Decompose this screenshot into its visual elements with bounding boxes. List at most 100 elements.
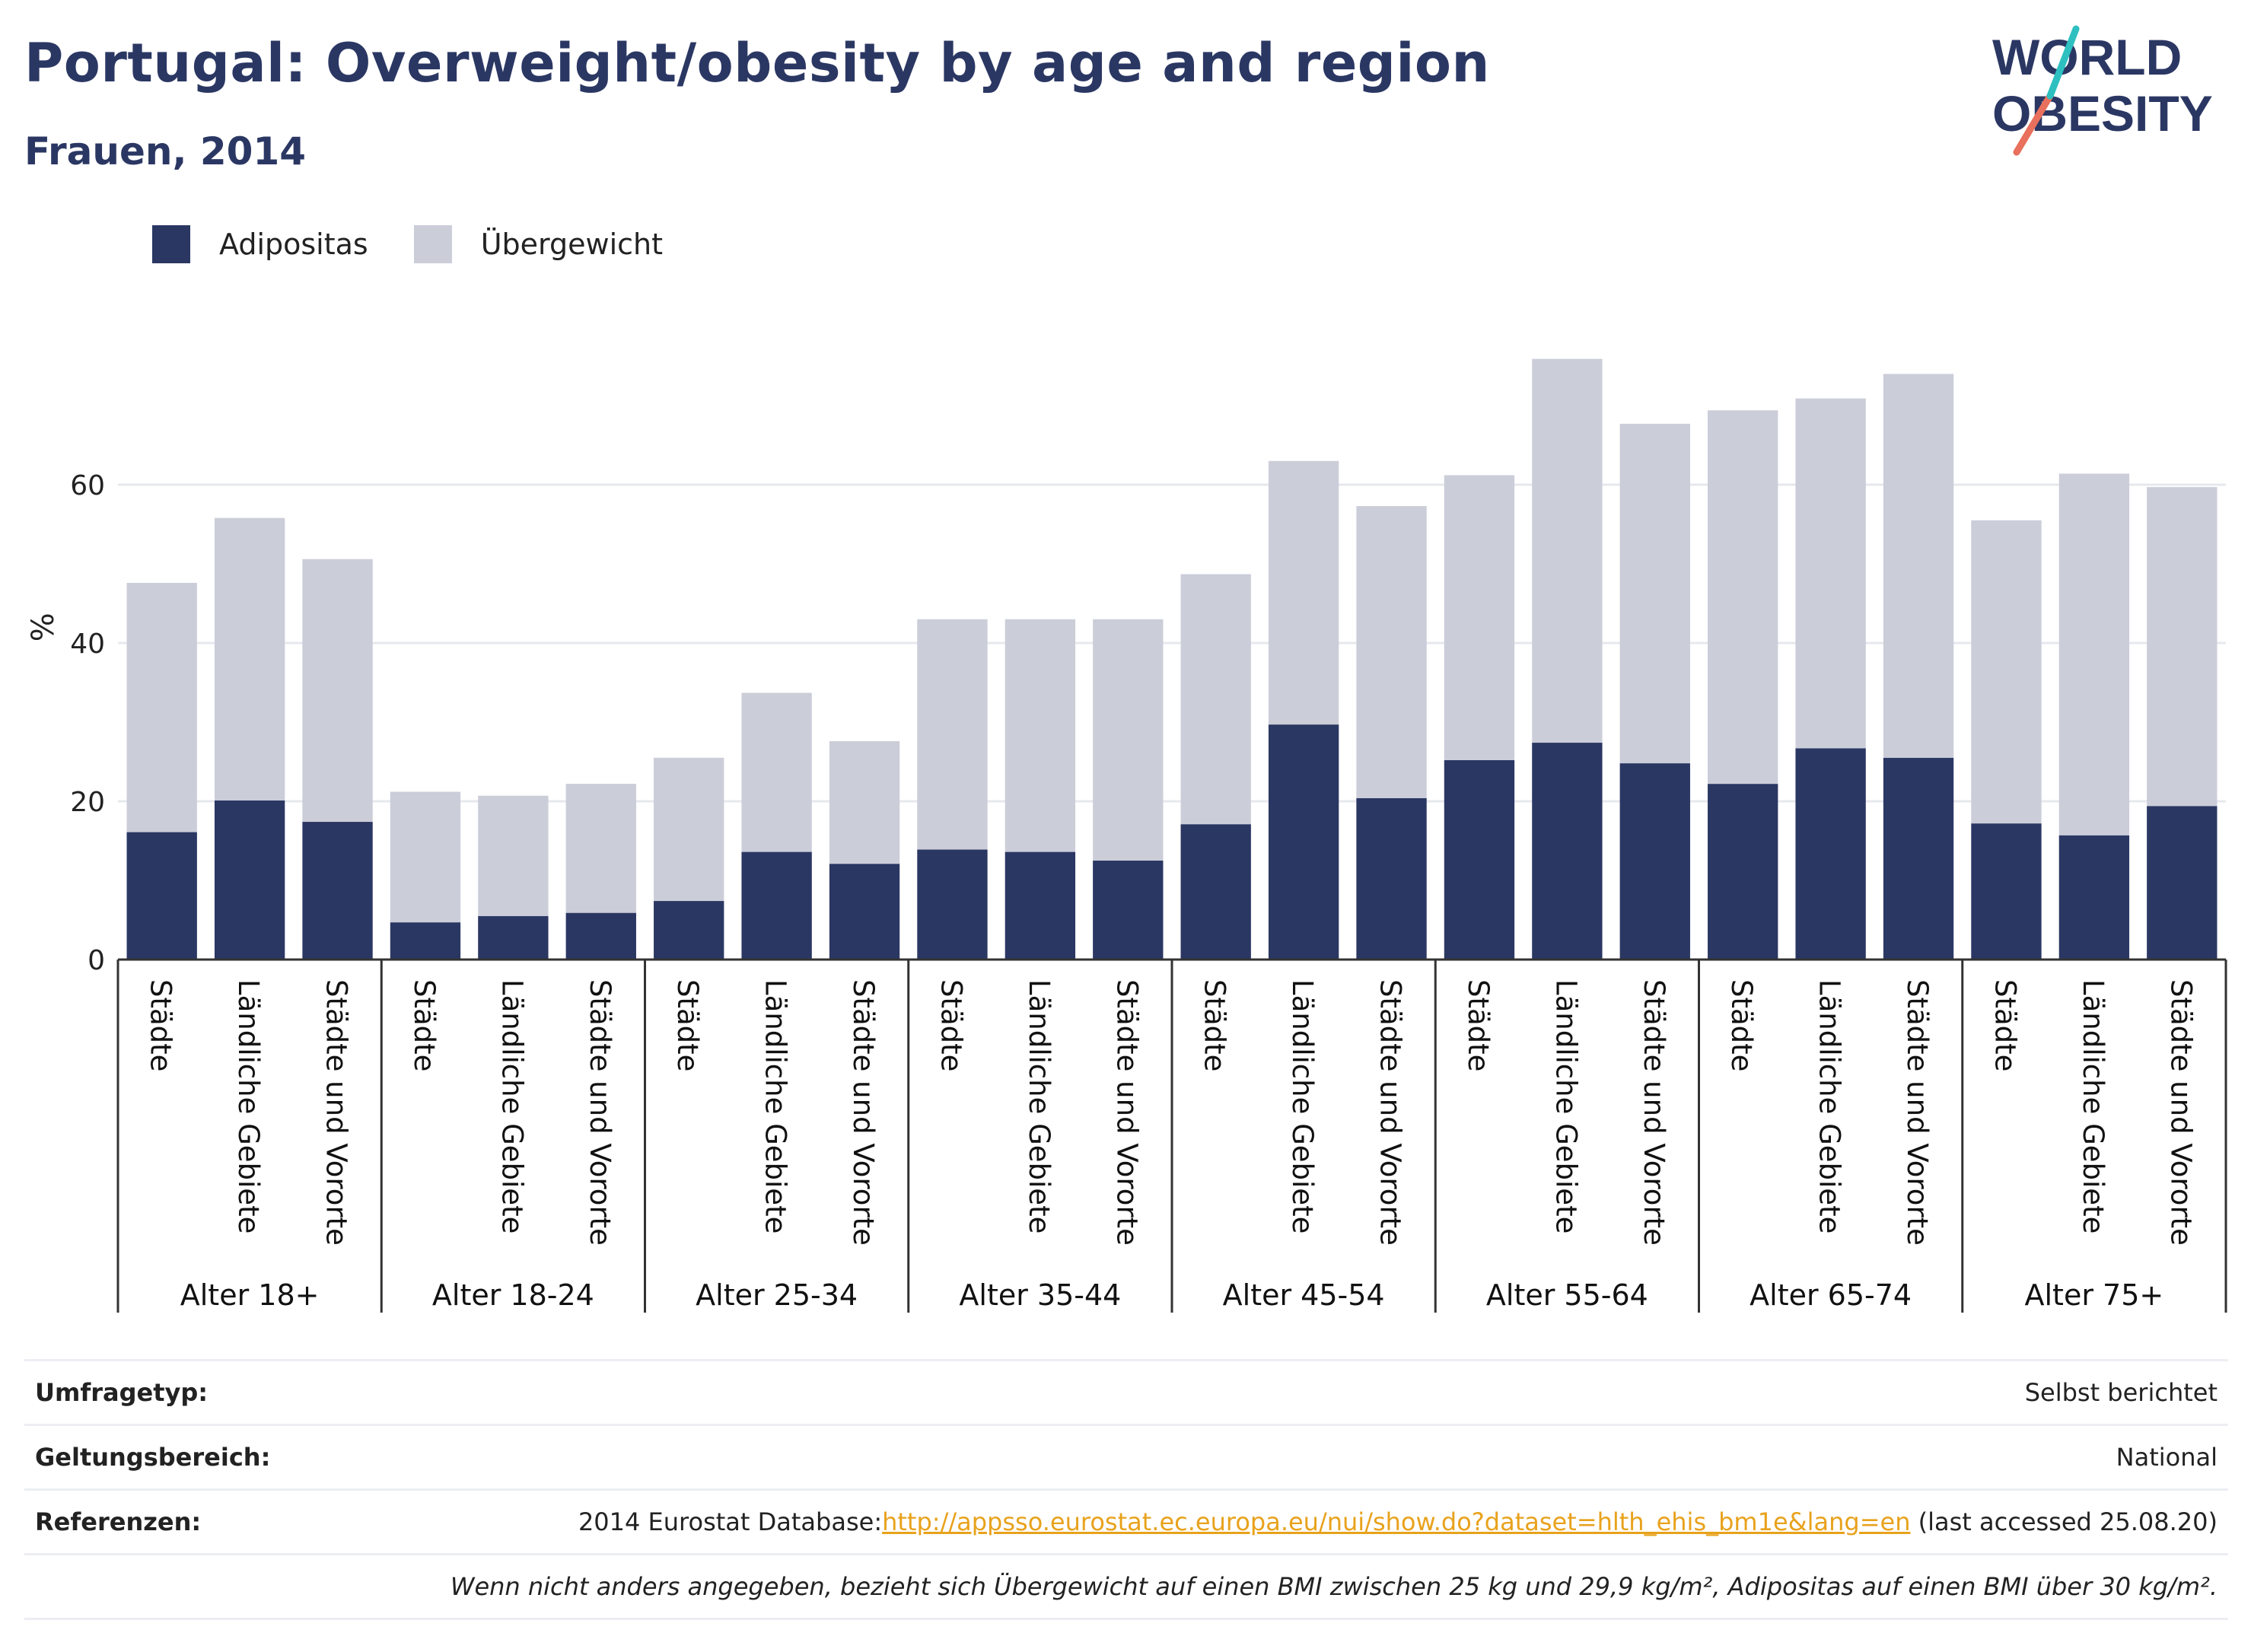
bar-uebergewicht xyxy=(917,619,988,850)
x-tick-label: Städte xyxy=(145,979,177,1071)
x-tick-label: Städte und Vororte xyxy=(1638,979,1670,1246)
bar-adipositas xyxy=(2147,806,2218,960)
bar-uebergewicht xyxy=(1444,475,1515,760)
x-tick-label: Städte xyxy=(671,979,704,1071)
bar-uebergewicht xyxy=(1532,358,1603,743)
x-tick-label: Städte xyxy=(1988,979,2021,1071)
bar-adipositas xyxy=(1005,851,1076,960)
bar-adipositas xyxy=(917,849,988,960)
legend-label-adipositas: Adipositas xyxy=(219,228,368,261)
x-tick-label: Städte xyxy=(1462,979,1495,1071)
group-label: Alter 55-64 xyxy=(1486,1278,1648,1312)
bar-uebergewicht xyxy=(2147,487,2218,807)
x-tick-label: Ländliche Gebiete xyxy=(232,979,265,1233)
scope-value: National xyxy=(2116,1443,2218,1472)
bar-adipositas xyxy=(1093,861,1164,960)
x-tick-label: Ländliche Gebiete xyxy=(1813,979,1846,1233)
chart-subtitle: Frauen, 2014 xyxy=(24,129,307,173)
footer-row-note: Wenn nicht anders angegeben, bezieht sic… xyxy=(24,1553,2228,1620)
bar-adipositas xyxy=(478,915,549,960)
x-tick-label: Ländliche Gebiete xyxy=(2077,979,2109,1233)
chart-legend: Adipositas Übergewicht xyxy=(152,225,708,263)
world-obesity-logo: WORLD OBESITY xyxy=(1992,25,2213,156)
legend-item-adipositas: Adipositas xyxy=(152,225,368,263)
bar-uebergewicht xyxy=(1356,506,1427,798)
survey-type-label: Umfragetyp: xyxy=(35,1378,209,1407)
bar-uebergewicht xyxy=(1619,423,1690,764)
x-tick-label: Ländliche Gebiete xyxy=(1023,979,1055,1233)
bar-uebergewicht xyxy=(565,784,636,913)
bar-uebergewicht xyxy=(1180,574,1251,825)
x-tick-label: Städte xyxy=(1725,979,1758,1071)
x-tick-label: Städte und Vororte xyxy=(1110,979,1143,1246)
x-tick-label: Städte und Vororte xyxy=(320,979,353,1246)
bar-uebergewicht xyxy=(302,559,373,823)
y-tick-label: 20 xyxy=(70,787,105,818)
group-label: Alter 18+ xyxy=(180,1278,320,1312)
group-label: Alter 45-54 xyxy=(1223,1278,1385,1312)
bar-uebergewicht xyxy=(126,582,197,832)
footer-table: Umfragetyp: Selbst berichtet Geltungsber… xyxy=(24,1359,2228,1620)
footer-row-scope: Geltungsbereich: National xyxy=(24,1424,2228,1488)
x-tick-label: Städte und Vororte xyxy=(847,979,880,1246)
bar-uebergewicht xyxy=(1883,374,1954,758)
x-tick-label: Städte xyxy=(408,979,441,1071)
bar-adipositas xyxy=(1971,823,2042,960)
bar-uebergewicht xyxy=(1795,398,1866,749)
bar-uebergewicht xyxy=(1708,410,1778,785)
legend-item-uebergewicht: Übergewicht xyxy=(413,225,663,263)
bar-uebergewicht xyxy=(478,795,549,916)
bar-adipositas xyxy=(1268,724,1339,960)
bar-uebergewicht xyxy=(654,757,724,902)
bar-adipositas xyxy=(2058,835,2130,960)
bar-uebergewicht xyxy=(2058,473,2130,836)
references-suffix: (last accessed 25.08.20) xyxy=(1910,1507,2218,1536)
references-label: Referenzen: xyxy=(35,1507,202,1536)
y-tick-label: 0 xyxy=(88,945,105,976)
bar-adipositas xyxy=(126,832,197,960)
bar-adipositas xyxy=(390,922,461,960)
x-tick-label: Ländliche Gebiete xyxy=(1549,979,1582,1233)
y-tick-label: 60 xyxy=(70,470,105,501)
scope-label: Geltungsbereich: xyxy=(35,1443,271,1472)
bar-uebergewicht xyxy=(1971,520,2042,824)
group-label: Alter 25-34 xyxy=(696,1278,858,1312)
chart-title: Portugal: Overweight/obesity by age and … xyxy=(24,32,1490,94)
references-link[interactable]: http://appsso.eurostat.ec.europa.eu/nui/… xyxy=(882,1507,1911,1536)
bar-adipositas xyxy=(741,851,812,960)
legend-swatch-uebergewicht xyxy=(413,225,452,263)
footer-row-survey-type: Umfragetyp: Selbst berichtet xyxy=(24,1359,2228,1424)
bar-adipositas xyxy=(1532,743,1603,960)
x-tick-label: Städte und Vororte xyxy=(1901,979,1934,1246)
bar-uebergewicht xyxy=(390,791,461,923)
bar-adipositas xyxy=(302,822,373,960)
x-tick-label: Ländliche Gebiete xyxy=(1286,979,1319,1233)
references-prefix: 2014 Eurostat Database: xyxy=(578,1507,883,1536)
x-tick-label: Städte und Vororte xyxy=(2164,979,2197,1246)
group-label: Alter 65-74 xyxy=(1750,1278,1912,1312)
stacked-bar-chart: 0 20 40 60% Städte Ländliche Gebiete Städte un… xyxy=(26,358,2227,1313)
group-label: Alter 75+ xyxy=(2025,1278,2164,1312)
bar-adipositas xyxy=(1444,759,1515,960)
bar-uebergewicht xyxy=(741,692,812,852)
legend-label-uebergewicht: Übergewicht xyxy=(480,228,663,261)
bar-uebergewicht xyxy=(1268,460,1339,725)
group-label: Alter 35-44 xyxy=(959,1278,1121,1312)
y-tick-label: 40 xyxy=(70,629,105,660)
bar-uebergewicht xyxy=(1005,619,1076,852)
bar-uebergewicht xyxy=(1093,619,1164,861)
bar-adipositas xyxy=(1883,757,1954,960)
bar-adipositas xyxy=(654,901,724,960)
bar-adipositas xyxy=(829,864,900,960)
x-tick-label: Ländliche Gebiete xyxy=(495,979,528,1233)
bar-uebergewicht xyxy=(214,517,285,801)
bmi-note: Wenn nicht anders angegeben, bezieht sic… xyxy=(450,1572,2218,1601)
footer-row-references: Referenzen: 2014 Eurostat Database:http:… xyxy=(24,1488,2228,1553)
bar-adipositas xyxy=(1795,748,1866,960)
x-tick-label: Städte xyxy=(1199,979,1231,1071)
x-tick-label: Städte und Vororte xyxy=(584,979,616,1246)
bar-uebergewicht xyxy=(829,740,900,864)
x-tick-label: Städte xyxy=(934,979,967,1071)
x-tick-label: Städte und Vororte xyxy=(1374,979,1407,1246)
bar-adipositas xyxy=(1180,824,1251,960)
